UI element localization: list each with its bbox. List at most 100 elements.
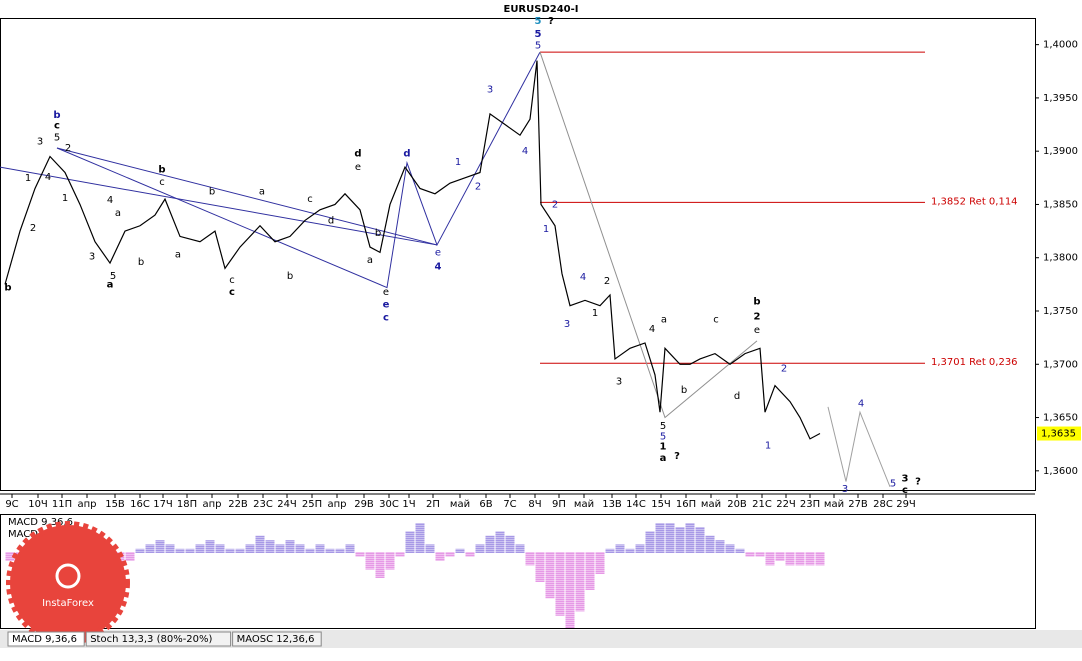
wave-label: b — [138, 257, 144, 268]
wave-label: b — [375, 228, 381, 239]
indicator-tab-label: MAOSC 12,36,6 — [237, 634, 315, 645]
wave-label: e — [383, 300, 390, 311]
wave-label: 5 — [54, 132, 60, 143]
x-tick-label: 28С — [873, 499, 893, 510]
wave-label: e — [435, 247, 441, 258]
logo-badge — [6, 521, 130, 645]
x-tick-label: 25П — [302, 499, 322, 510]
wave-label: 4 — [522, 146, 528, 157]
wave-label: c — [713, 315, 719, 326]
x-tick-label: 22В — [228, 499, 248, 510]
macd-frame — [0, 514, 1036, 629]
chart-title: EURUSD240-I — [503, 4, 578, 15]
wave-label: ? — [915, 476, 921, 487]
wave-label: 1 — [765, 440, 771, 451]
wave-label: d — [354, 148, 361, 159]
wave-label: 3 — [89, 252, 95, 263]
wave-label: c — [229, 275, 235, 286]
wave-label: 1 — [455, 157, 461, 168]
wave-label: b — [158, 164, 165, 175]
x-tick-label: 18П — [177, 499, 197, 510]
wave-label: 5 — [535, 29, 542, 40]
wave-label: c — [902, 485, 908, 496]
x-tick-label: 14С — [626, 499, 646, 510]
wave-label: a — [660, 453, 667, 464]
x-tick-label: 10Ч — [28, 499, 48, 510]
y-tick-label: 1,3850 — [1043, 199, 1078, 210]
x-tick-label: 15В — [105, 499, 125, 510]
wave-label: 1 — [660, 441, 667, 452]
x-tick-label: 29Ч — [896, 499, 916, 510]
wave-label: 2 — [604, 276, 610, 287]
logo-text: InstaForex — [42, 598, 94, 609]
x-tick-label: 16С — [130, 499, 150, 510]
x-tick-label: 17Ч — [153, 499, 173, 510]
x-tick-label: май — [701, 499, 721, 510]
x-tick-label: 1Ч — [402, 499, 415, 510]
x-tick-label: 7С — [503, 499, 516, 510]
wave-label: 3 — [616, 376, 622, 387]
y-tick-label: 1,3750 — [1043, 306, 1078, 317]
x-tick-label: май — [574, 499, 594, 510]
wave-label: a — [259, 187, 265, 198]
wave-line — [827, 406, 891, 487]
x-tick-label: 24Ч — [277, 499, 297, 510]
wave-label: 4 — [435, 261, 442, 272]
logo-icon — [55, 563, 81, 589]
current-price-box — [1037, 426, 1081, 441]
main-frame — [0, 18, 1036, 491]
x-tick-label: 9С — [5, 499, 18, 510]
x-tick-label: 22Ч — [776, 499, 796, 510]
wave-label: 4 — [107, 195, 113, 206]
indicator-tab — [7, 631, 85, 647]
wave-label: d — [403, 148, 410, 159]
y-tick-label: 1,3600 — [1043, 466, 1078, 477]
wave-label: 4 — [649, 324, 655, 335]
wave-label: 5 — [535, 16, 542, 27]
x-tick-label: 23П — [800, 499, 820, 510]
x-tick-label: 2П — [426, 499, 440, 510]
wave-label: e — [355, 162, 361, 173]
indicator-tab — [232, 631, 322, 647]
x-tick-label: 23С — [253, 499, 273, 510]
y-tick-label: 1,3900 — [1043, 146, 1078, 157]
wave-label: 3 — [842, 484, 848, 495]
indicator-tab-label: Stoch 13,3,3 (80%-20%) — [90, 634, 212, 645]
wave-label: b — [681, 385, 687, 396]
wave-label: ? — [548, 16, 554, 27]
x-tick-label: 6В — [479, 499, 492, 510]
x-tick-label: апр — [202, 499, 221, 510]
wave-label: 1 — [543, 224, 549, 235]
wave-label: e — [383, 287, 389, 298]
indicator-tab-label: MACD 9,36,6 — [12, 634, 77, 645]
y-tick-label: 1,4000 — [1043, 40, 1078, 51]
wave-label: c — [307, 194, 313, 205]
x-tick-label: 13В — [602, 499, 622, 510]
wave-label: 5 — [660, 421, 666, 432]
wave-label: 2 — [781, 364, 787, 375]
x-tick-label: 11П — [52, 499, 72, 510]
wave-line — [56, 147, 438, 246]
x-tick-label: 30С — [379, 499, 399, 510]
wave-label: 4 — [580, 272, 586, 283]
x-tick-label: 8Ч — [528, 499, 541, 510]
wave-label: 1 — [62, 193, 68, 204]
wave-label: a — [107, 279, 114, 290]
wave-label: 3 — [564, 319, 570, 330]
wave-label: 3 — [902, 473, 909, 484]
wave-label: 1 — [25, 173, 31, 184]
wave-label: 2 — [475, 181, 481, 192]
current-price-label: 1,3635 — [1041, 429, 1076, 440]
wave-label: d — [734, 391, 740, 402]
wave-label: 3 — [37, 137, 43, 148]
x-tick-label: апр — [77, 499, 96, 510]
wave-label: a — [661, 315, 667, 326]
wave-label: b — [4, 283, 11, 294]
x-tick-label: 9П — [552, 499, 566, 510]
wave-label: b — [53, 110, 60, 121]
wave-line — [539, 51, 758, 419]
wave-label: 4 — [45, 172, 51, 183]
wave-label: a — [367, 255, 373, 266]
